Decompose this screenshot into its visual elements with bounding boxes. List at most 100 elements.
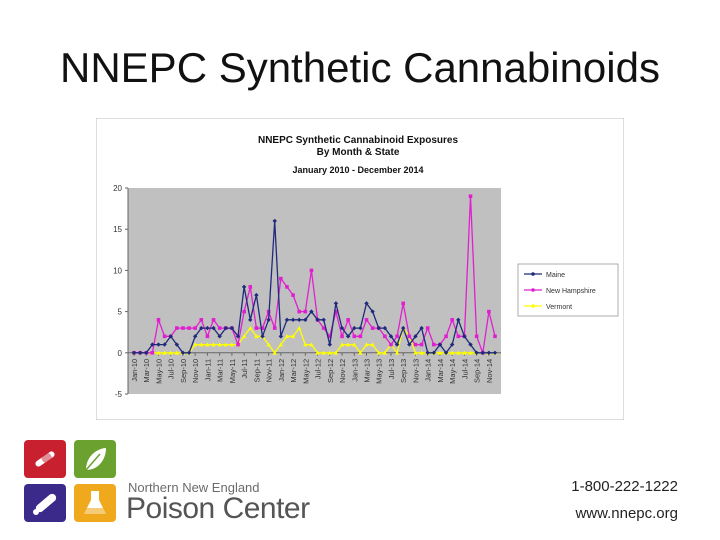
data-point xyxy=(303,342,308,347)
x-tick-label: May-14 xyxy=(448,359,457,384)
x-tick-label: Sep-10 xyxy=(179,359,188,383)
legend-marker xyxy=(531,272,535,276)
data-point xyxy=(321,326,326,330)
pill-icon xyxy=(33,493,57,515)
data-point xyxy=(394,350,400,355)
data-point xyxy=(150,351,155,355)
data-point xyxy=(168,334,173,339)
data-point xyxy=(358,325,363,331)
data-point xyxy=(211,325,216,331)
legend-item: Maine xyxy=(524,272,565,279)
data-point xyxy=(443,350,449,355)
data-point xyxy=(211,342,216,347)
data-point xyxy=(254,292,259,298)
data-point xyxy=(432,342,436,347)
data-point xyxy=(272,350,277,355)
data-point xyxy=(242,309,246,314)
data-point xyxy=(401,301,406,306)
data-point xyxy=(333,301,339,306)
x-tick-label: Nov-13 xyxy=(411,359,420,383)
data-point xyxy=(394,342,400,347)
data-point xyxy=(290,334,296,339)
data-point xyxy=(352,342,357,347)
x-tick-label: Jan-14 xyxy=(424,359,433,382)
x-tick-label: May-13 xyxy=(375,359,384,384)
data-point xyxy=(199,325,204,331)
x-tick-label: Jan-13 xyxy=(350,359,359,382)
data-point xyxy=(327,334,332,339)
data-point xyxy=(260,326,265,330)
data-point xyxy=(199,342,204,347)
data-point xyxy=(309,342,314,347)
data-point xyxy=(345,334,351,339)
legend-marker xyxy=(531,304,535,308)
pill-tile xyxy=(24,484,66,522)
data-point xyxy=(162,334,167,339)
chart-legend: Maine New Hampshire Vermont xyxy=(517,263,619,317)
data-point xyxy=(382,350,388,355)
data-point xyxy=(205,342,210,347)
data-point xyxy=(486,350,492,355)
data-point xyxy=(407,342,412,347)
data-point xyxy=(388,334,394,339)
data-point xyxy=(419,325,424,331)
data-point xyxy=(272,218,277,224)
data-point xyxy=(205,325,210,331)
chart-date-range: January 2010 - December 2014 xyxy=(292,165,423,175)
y-tick-label: 5 xyxy=(118,308,123,317)
data-point xyxy=(382,325,388,331)
data-point xyxy=(315,350,320,355)
x-tick-label: May-12 xyxy=(301,359,310,384)
data-point xyxy=(419,350,424,355)
data-point xyxy=(241,284,247,290)
data-point xyxy=(468,194,473,199)
data-point xyxy=(168,350,173,355)
data-point xyxy=(235,334,241,339)
data-point xyxy=(413,342,418,347)
website: www.nnepc.org xyxy=(575,505,678,522)
data-point xyxy=(437,350,443,355)
data-point xyxy=(340,334,344,339)
data-point xyxy=(150,342,155,347)
logo-line1: Northern New England xyxy=(128,480,260,495)
data-point xyxy=(383,334,387,339)
data-point xyxy=(187,326,191,330)
data-point xyxy=(297,317,302,323)
flask-tile xyxy=(74,484,116,522)
data-point xyxy=(327,342,332,347)
x-tick-label: Sep-14 xyxy=(473,359,482,383)
data-point xyxy=(364,342,369,347)
data-point xyxy=(284,334,290,339)
x-tick-label: Nov-11 xyxy=(265,359,274,383)
data-point xyxy=(425,326,430,330)
data-point xyxy=(174,350,180,355)
x-tick-label: Mar-12 xyxy=(289,359,298,383)
data-point xyxy=(279,276,283,281)
leaf-tile xyxy=(74,440,116,478)
data-point xyxy=(291,293,295,297)
contact-info: 1-800-222-1222 www.nnepc.org xyxy=(571,478,678,522)
data-point xyxy=(266,342,271,347)
data-point xyxy=(407,334,412,339)
chart-title: NNEPC Synthetic Cannabinoid Exposures xyxy=(258,135,458,146)
data-point xyxy=(487,309,491,314)
x-tick-label: May-11 xyxy=(228,359,237,383)
data-point xyxy=(480,350,485,355)
data-point xyxy=(229,325,235,331)
x-tick-label: Jul-14 xyxy=(460,359,469,379)
data-point xyxy=(162,342,167,347)
legend-item: New Hampshire xyxy=(524,288,596,295)
data-point xyxy=(462,350,467,355)
y-axis: -5 0 5 10 15 20 xyxy=(113,184,129,399)
data-point xyxy=(449,350,455,355)
data-point xyxy=(364,318,369,322)
series-layer xyxy=(131,194,498,356)
data-point xyxy=(272,326,277,330)
data-point xyxy=(431,350,437,355)
x-tick-label: Nov-12 xyxy=(338,359,347,383)
legend-label: New Hampshire xyxy=(546,288,596,295)
data-point xyxy=(278,334,284,339)
data-point xyxy=(401,325,406,331)
data-point xyxy=(137,350,143,355)
data-point xyxy=(278,342,284,347)
